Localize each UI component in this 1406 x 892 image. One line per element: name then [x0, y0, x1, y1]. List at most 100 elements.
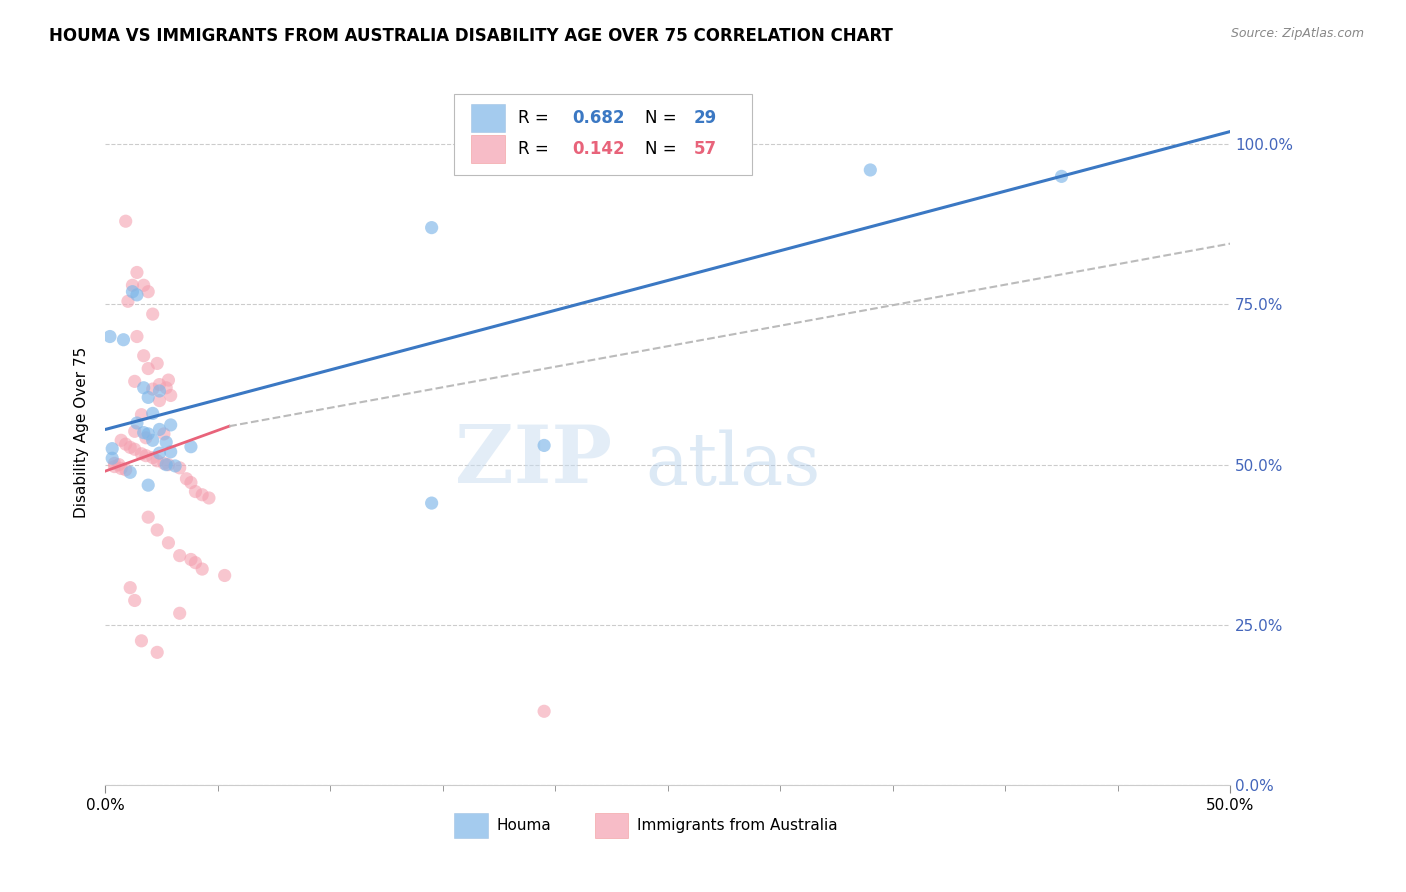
Point	[131, 408, 153, 422]
FancyBboxPatch shape	[454, 95, 752, 176]
Point	[136, 285, 159, 299]
Point	[159, 388, 181, 402]
Point	[125, 416, 148, 430]
Point	[214, 568, 236, 582]
FancyBboxPatch shape	[471, 103, 505, 132]
Text: 57: 57	[693, 140, 717, 158]
Point	[146, 523, 169, 537]
Point	[533, 704, 555, 718]
Text: Houma: Houma	[496, 818, 551, 833]
Point	[148, 377, 170, 392]
Point	[169, 461, 191, 475]
Point	[121, 285, 143, 299]
Point	[157, 458, 180, 472]
Text: Source: ZipAtlas.com: Source: ZipAtlas.com	[1230, 27, 1364, 40]
Point	[180, 552, 202, 566]
Point	[136, 478, 159, 492]
Point	[103, 459, 125, 474]
Point	[132, 349, 155, 363]
Point	[153, 426, 176, 441]
Y-axis label: Disability Age Over 75: Disability Age Over 75	[75, 347, 90, 518]
Point	[114, 463, 136, 477]
Point	[180, 475, 202, 490]
Point	[146, 645, 169, 659]
Point	[142, 382, 165, 396]
Point	[142, 450, 165, 465]
Point	[157, 373, 180, 387]
Point	[184, 556, 207, 570]
Point	[114, 214, 136, 228]
Point	[533, 438, 555, 452]
Point	[169, 549, 191, 563]
Point	[136, 391, 159, 405]
Point	[148, 384, 170, 398]
Point	[136, 361, 159, 376]
Point	[176, 472, 198, 486]
Point	[108, 458, 131, 472]
Text: 0.142: 0.142	[572, 140, 624, 158]
Point	[136, 426, 159, 441]
Point	[135, 449, 157, 463]
Point	[110, 461, 132, 475]
Point	[420, 496, 443, 510]
Point	[155, 381, 177, 395]
Point	[148, 446, 170, 460]
Point	[125, 329, 148, 343]
Point	[110, 434, 132, 448]
Point	[184, 484, 207, 499]
Point	[191, 488, 214, 502]
Point	[120, 466, 142, 480]
Point	[121, 278, 143, 293]
Point	[191, 562, 214, 576]
Point	[101, 442, 124, 456]
Point	[165, 458, 187, 473]
Point	[142, 307, 165, 321]
Point	[124, 425, 146, 439]
Point	[132, 425, 155, 440]
FancyBboxPatch shape	[595, 814, 628, 838]
Point	[169, 607, 191, 621]
Text: ZIP: ZIP	[454, 422, 612, 500]
Point	[103, 456, 125, 470]
Point	[148, 422, 170, 436]
Point	[125, 288, 148, 302]
Point	[124, 375, 146, 389]
Point	[120, 581, 142, 595]
Point	[180, 440, 202, 454]
Point	[146, 356, 169, 370]
Point	[142, 406, 165, 420]
Point	[155, 435, 177, 450]
Point	[117, 294, 139, 309]
Text: R =: R =	[519, 109, 548, 127]
Point	[198, 491, 221, 505]
Text: 29: 29	[693, 109, 717, 127]
Point	[101, 451, 124, 466]
Point	[146, 454, 169, 468]
Point	[112, 333, 135, 347]
Point	[420, 220, 443, 235]
Point	[1050, 169, 1073, 184]
Text: R =: R =	[519, 140, 548, 158]
FancyBboxPatch shape	[471, 135, 505, 162]
Point	[124, 442, 146, 457]
Point	[125, 265, 148, 279]
Point	[98, 329, 121, 343]
Point	[136, 510, 159, 524]
Point	[148, 393, 170, 408]
Point	[153, 456, 176, 470]
Text: Immigrants from Australia: Immigrants from Australia	[637, 818, 838, 833]
Point	[131, 447, 153, 461]
Point	[159, 417, 181, 432]
Point	[859, 163, 882, 178]
Text: HOUMA VS IMMIGRANTS FROM AUSTRALIA DISABILITY AGE OVER 75 CORRELATION CHART: HOUMA VS IMMIGRANTS FROM AUSTRALIA DISAB…	[49, 27, 893, 45]
Text: N =: N =	[645, 109, 676, 127]
Point	[114, 437, 136, 451]
Point	[155, 458, 177, 472]
Point	[132, 381, 155, 395]
Point	[120, 441, 142, 455]
Text: atlas: atlas	[645, 429, 821, 500]
Point	[132, 278, 155, 293]
Point	[135, 431, 157, 445]
Point	[159, 445, 181, 459]
Point	[157, 536, 180, 550]
